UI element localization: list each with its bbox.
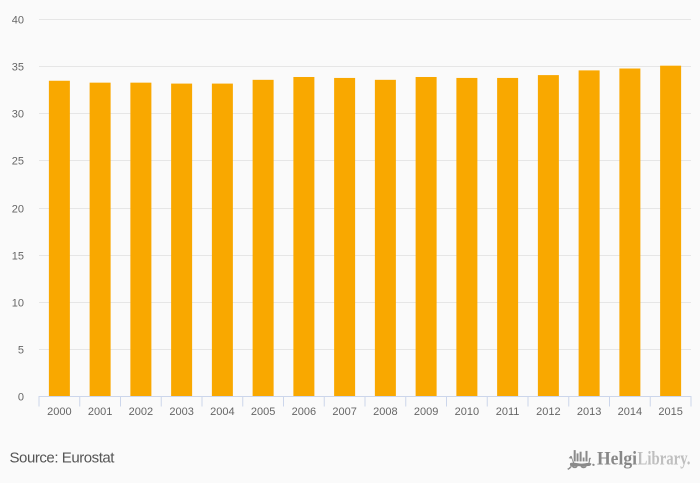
svg-text:25: 25	[12, 156, 24, 168]
svg-text:2010: 2010	[455, 406, 479, 418]
svg-text:2004: 2004	[210, 406, 234, 418]
svg-text:0: 0	[18, 392, 24, 404]
svg-text:2009: 2009	[414, 406, 438, 418]
svg-text:2003: 2003	[169, 406, 193, 418]
svg-text:Helgi: Helgi	[597, 450, 637, 470]
svg-text:2015: 2015	[658, 406, 682, 418]
svg-text:2014: 2014	[618, 406, 642, 418]
svg-text:30: 30	[12, 109, 24, 121]
svg-text:2012: 2012	[536, 406, 560, 418]
svg-text:2011: 2011	[496, 406, 520, 418]
svg-text:2008: 2008	[373, 406, 397, 418]
svg-text:2002: 2002	[129, 406, 153, 418]
svg-text:2000: 2000	[47, 406, 71, 418]
svg-text:2001: 2001	[88, 406, 112, 418]
svg-text:5: 5	[18, 345, 24, 357]
svg-text:Library.: Library.	[638, 450, 691, 470]
svg-text:2005: 2005	[251, 406, 275, 418]
svg-text:20: 20	[12, 204, 24, 216]
svg-text:2007: 2007	[332, 406, 356, 418]
svg-text:35: 35	[12, 62, 24, 74]
svg-text:10: 10	[12, 298, 24, 310]
svg-text:2006: 2006	[292, 406, 316, 418]
svg-text:15: 15	[12, 251, 24, 263]
svg-text:2013: 2013	[577, 406, 601, 418]
svg-text:40: 40	[12, 15, 24, 27]
svg-text:Source: Eurostat: Source: Eurostat	[10, 450, 116, 467]
